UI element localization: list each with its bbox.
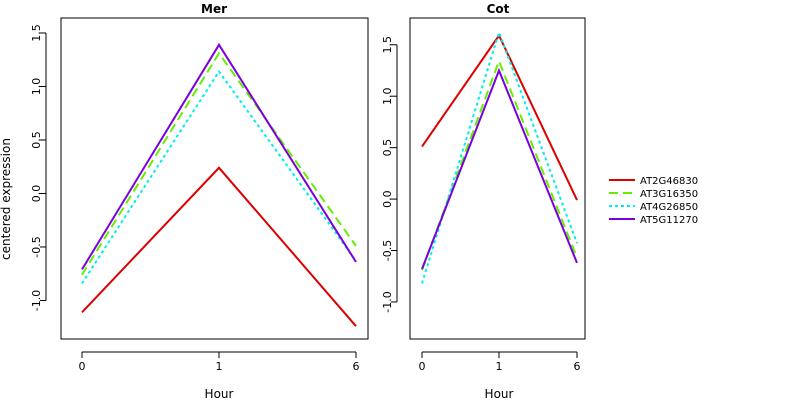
panel-title: Mer [201, 2, 227, 16]
x-tick-label: 1 [216, 360, 223, 373]
series-line-at3g16350 [421, 58, 578, 271]
x-tick-label: 0 [79, 360, 86, 373]
legend-label: AT4G26850 [640, 202, 698, 213]
y-tick-label: 1.5 [30, 24, 43, 42]
x-axis-label: Hour [485, 387, 514, 400]
y-axis-label: centered expression [0, 138, 13, 260]
y-tick-label: -0.5 [381, 240, 394, 261]
legend-label: AT2G46830 [640, 176, 698, 187]
series-line-at5g11270 [81, 42, 357, 270]
plot-frame [409, 17, 586, 340]
y-tick-label: 1.0 [381, 87, 394, 105]
series-line-at3g16350 [81, 51, 357, 276]
y-tick-label: -1.0 [30, 290, 43, 311]
panel-mer: Mer Hour 0 1 6 -1.0 -0.5 0.0 0.5 1.0 1.5 [30, 2, 369, 400]
series-line-at5g11270 [421, 67, 578, 270]
y-tick-label: 1.0 [30, 78, 43, 96]
y-tick-label: 0.5 [30, 131, 43, 149]
axis-layer: 0 1 6 -1.0 -0.5 0.0 0.5 1.0 1.5 [30, 24, 360, 373]
series-line-at4g26850 [81, 69, 357, 284]
x-tick-label: 1 [496, 360, 503, 373]
series-line-at2g46830 [81, 166, 357, 327]
axis-layer: 0 1 6 -1.0 -0.5 0.0 0.5 1.0 1.5 [381, 36, 581, 373]
legend-label: AT3G16350 [640, 189, 698, 200]
y-tick-label: 1.5 [381, 36, 394, 54]
x-tick-label: 0 [419, 360, 426, 373]
panel-cot: Cot Hour 0 1 6 -1.0 -0.5 0.0 0.5 1.0 1.5 [381, 2, 586, 400]
y-tick-label: 0.5 [381, 139, 394, 157]
legend-label: AT5G11270 [640, 215, 698, 226]
x-tick-label: 6 [353, 360, 360, 373]
x-axis-label: Hour [205, 387, 234, 400]
x-tick-label: 6 [574, 360, 581, 373]
series-layer [421, 29, 578, 284]
y-tick-label: -0.5 [30, 236, 43, 257]
y-tick-label: 0.0 [30, 185, 43, 203]
series-layer [81, 42, 357, 327]
series-line-at2g46830 [421, 33, 578, 201]
plot-frame [60, 17, 369, 340]
legend: AT2G46830 AT3G16350 AT4G26850 AT5G11270 [609, 176, 698, 226]
y-tick-label: -1.0 [381, 291, 394, 312]
panel-title: Cot [487, 2, 510, 16]
y-tick-label: 0.0 [381, 190, 394, 208]
